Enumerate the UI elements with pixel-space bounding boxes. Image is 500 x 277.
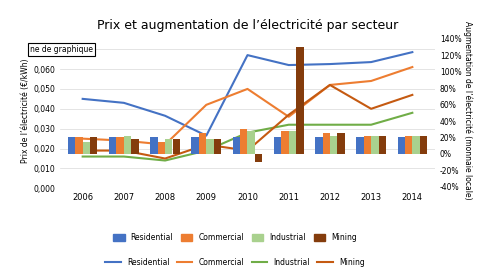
Bar: [398, 137, 405, 154]
Bar: [192, 137, 199, 154]
Bar: [322, 133, 330, 154]
Bar: [165, 139, 172, 154]
Bar: [282, 131, 288, 154]
Bar: [240, 129, 248, 154]
Bar: [338, 133, 345, 154]
Bar: [330, 136, 338, 154]
Bar: [255, 154, 262, 162]
Bar: [109, 137, 116, 154]
Bar: [206, 139, 214, 154]
Bar: [364, 136, 371, 154]
Bar: [214, 139, 221, 154]
Bar: [378, 136, 386, 154]
Bar: [274, 137, 281, 154]
Y-axis label: Augmentation de l’électricité (monnaie locale): Augmentation de l’électricité (monnaie l…: [463, 22, 472, 200]
Bar: [116, 137, 124, 154]
Bar: [420, 136, 427, 154]
Bar: [158, 142, 165, 154]
Bar: [124, 136, 132, 154]
Bar: [90, 137, 98, 154]
Bar: [248, 131, 255, 154]
Bar: [68, 137, 75, 154]
Bar: [75, 137, 82, 154]
Title: Prix et augmentation de l’électricité par secteur: Prix et augmentation de l’électricité pa…: [97, 19, 398, 32]
Bar: [132, 139, 138, 154]
Bar: [315, 137, 322, 154]
Bar: [405, 136, 412, 154]
Bar: [371, 136, 378, 154]
Bar: [296, 47, 304, 154]
Bar: [150, 137, 158, 154]
Legend: Residential, Commercial, Industrial, Mining: Residential, Commercial, Industrial, Min…: [110, 230, 360, 245]
Bar: [172, 139, 180, 154]
Text: ne de graphique: ne de graphique: [30, 45, 93, 54]
Y-axis label: Prix de l’électricité (€/kWh): Prix de l’électricité (€/kWh): [22, 58, 30, 163]
Bar: [82, 142, 90, 154]
Bar: [232, 137, 240, 154]
Bar: [288, 131, 296, 154]
Bar: [356, 137, 364, 154]
Bar: [199, 133, 206, 154]
Legend: Residential, Commercial, Industrial, Mining: Residential, Commercial, Industrial, Min…: [102, 255, 368, 270]
Bar: [412, 136, 420, 154]
